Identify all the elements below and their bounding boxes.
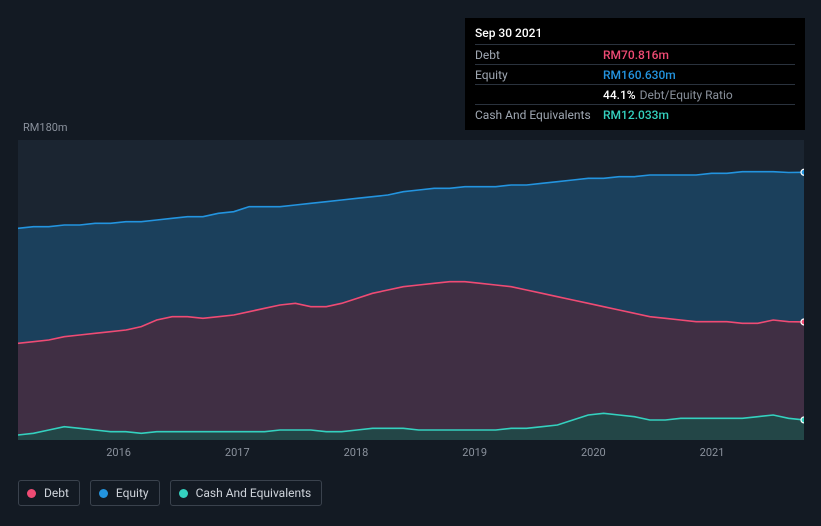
x-tick-2019: 2019 <box>462 446 487 459</box>
tooltip-ratio-label: Debt/Equity Ratio <box>640 88 733 102</box>
tooltip-ratio-pct: 44.1% <box>603 88 636 102</box>
legend-item-equity[interactable]: Equity <box>90 480 160 506</box>
legend-label-cash: Cash And Equivalents <box>196 486 312 500</box>
chart-svg <box>18 140 804 440</box>
tooltip-label-equity: Equity <box>475 68 603 82</box>
x-axis: 2016 2017 2018 2019 2020 2021 <box>18 446 804 462</box>
legend-dot-equity <box>99 489 108 498</box>
legend-dot-debt <box>27 489 36 498</box>
legend-label-equity: Equity <box>116 486 149 500</box>
tooltip-row-ratio: 44.1% Debt/Equity Ratio <box>475 84 795 104</box>
tooltip-value-cash: RM12.033m <box>603 108 669 122</box>
x-tick-2021: 2021 <box>700 446 725 459</box>
y-axis-max-label: RM180m <box>23 121 68 134</box>
data-tooltip: Sep 30 2021 Debt RM70.816m Equity RM160.… <box>465 18 805 130</box>
legend-dot-cash <box>179 489 188 498</box>
area-chart[interactable] <box>18 140 804 440</box>
x-tick-2017: 2017 <box>225 446 250 459</box>
tooltip-label-debt: Debt <box>475 48 603 62</box>
tooltip-ratio-spacer <box>475 88 603 102</box>
tooltip-row-debt: Debt RM70.816m <box>475 44 795 64</box>
chart-legend: Debt Equity Cash And Equivalents <box>18 480 322 506</box>
end-marker-cash <box>801 417 804 423</box>
tooltip-row-equity: Equity RM160.630m <box>475 64 795 84</box>
tooltip-value-debt: RM70.816m <box>603 48 669 62</box>
tooltip-ratio: 44.1% Debt/Equity Ratio <box>603 88 733 102</box>
tooltip-row-cash: Cash And Equivalents RM12.033m <box>475 104 795 124</box>
end-marker-equity <box>801 169 804 175</box>
tooltip-label-cash: Cash And Equivalents <box>475 108 603 122</box>
tooltip-date: Sep 30 2021 <box>475 24 795 44</box>
end-marker-debt <box>801 319 804 325</box>
legend-item-cash[interactable]: Cash And Equivalents <box>170 480 323 506</box>
tooltip-value-equity: RM160.630m <box>603 68 676 82</box>
legend-item-debt[interactable]: Debt <box>18 480 80 506</box>
legend-label-debt: Debt <box>44 486 69 500</box>
x-tick-2016: 2016 <box>106 446 131 459</box>
x-tick-2018: 2018 <box>344 446 369 459</box>
x-tick-2020: 2020 <box>581 446 606 459</box>
